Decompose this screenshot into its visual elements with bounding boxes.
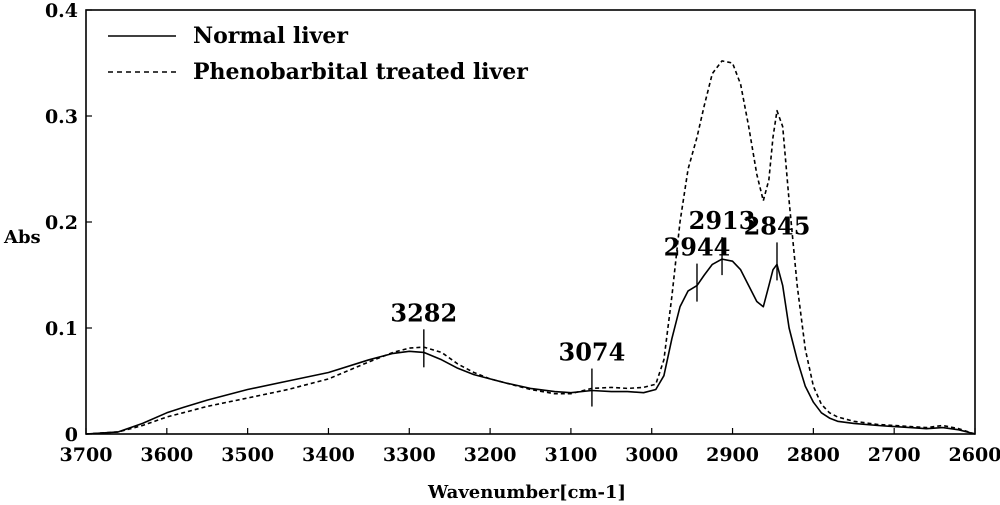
y-tick-label: 0.1 [45, 318, 78, 340]
legend-label-phenobarbital: Phenobarbital treated liver [193, 59, 528, 85]
y-tick-label: 0.3 [45, 106, 78, 128]
x-tick-label: 3400 [302, 444, 355, 466]
x-tick-label: 3200 [464, 444, 517, 466]
x-tick-label: 2600 [949, 444, 1000, 466]
x-tick-label: 3000 [625, 444, 678, 466]
x-axis: 3700 3600 3500 3400 3300 3200 3100 3000 2900 2800… [60, 428, 1000, 466]
series-line-normal-liver [85, 258, 976, 435]
x-tick-label: 3600 [140, 444, 193, 466]
legend: Normal liver Phenobarbital treated liver [108, 23, 528, 85]
y-axis: 0 0.1 0.2 0.3 0.4 [45, 0, 92, 446]
y-tick-label: 0.4 [45, 0, 78, 22]
series-line-phenobarbital-liver [85, 60, 976, 435]
peak-label: 3282 [390, 298, 457, 327]
x-tick-label: 3300 [383, 444, 436, 466]
x-tick-label: 2700 [868, 444, 921, 466]
y-tick-label: 0 [65, 424, 78, 446]
peak-label: 2845 [744, 211, 811, 240]
peak-label: 2913 [689, 206, 756, 235]
y-tick-label: 0.2 [45, 212, 78, 234]
x-tick-label: 2800 [787, 444, 840, 466]
x-tick-label: 3700 [60, 444, 113, 466]
peak-label: 2944 [664, 233, 731, 262]
x-axis-title: Wavenumber[cm-1] [427, 482, 626, 503]
y-axis-title: Abs [3, 227, 41, 248]
x-tick-label: 3500 [221, 444, 274, 466]
peak-label: 3074 [559, 338, 626, 367]
legend-label-normal: Normal liver [193, 23, 348, 49]
series-layer [85, 60, 976, 435]
x-tick-label: 3100 [544, 444, 597, 466]
x-tick-label: 2900 [706, 444, 759, 466]
